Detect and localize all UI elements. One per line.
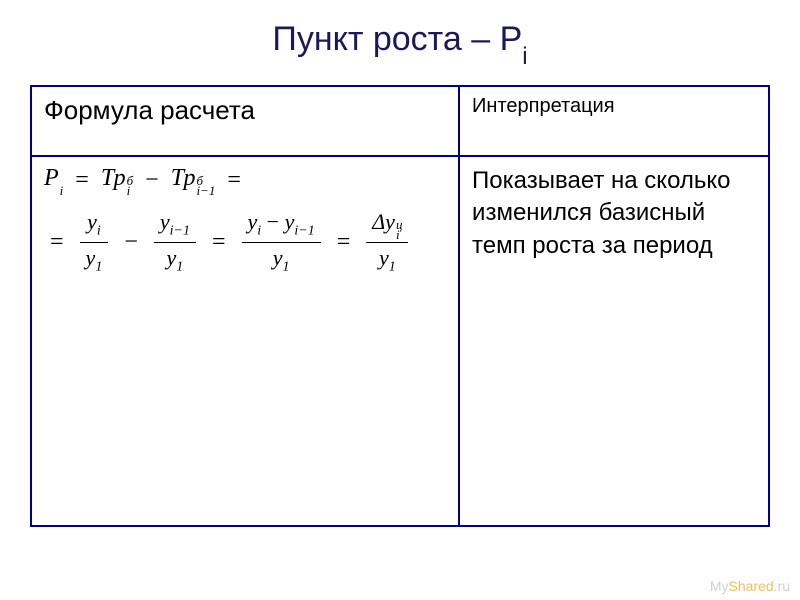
header-interpretation: Интерпретация <box>459 86 769 156</box>
eq-end: = <box>227 167 241 194</box>
header-formula: Формула расчета <box>31 86 459 156</box>
interpretation-cell: Показывает на сколько изменился базисный… <box>459 156 769 526</box>
watermark: MyShared.ru <box>710 578 790 594</box>
f1-den: y1 <box>80 243 109 277</box>
body-row: P i = Тр б i − <box>31 156 769 526</box>
header-row: Формула расчета Интерпретация <box>31 86 769 156</box>
f3-den: y1 <box>267 243 296 277</box>
watermark-shared: Shared <box>729 578 774 594</box>
frac-2: yi−1 y1 <box>154 207 196 277</box>
page-title: Пункт роста – Рi <box>30 20 770 65</box>
formula-line-1: P i = Тр б i − <box>44 165 446 197</box>
f2-num: yi−1 <box>154 207 196 241</box>
eq1: = <box>75 167 89 194</box>
f4-den: y1 <box>373 243 402 277</box>
f3-num: yi − yi−1 <box>242 207 321 241</box>
slide: Пункт роста – Рi Формула расчета Интерпр… <box>0 0 800 600</box>
main-table: Формула расчета Интерпретация P i = Тр <box>30 85 770 527</box>
formula-cell: P i = Тр б i − <box>31 156 459 526</box>
minus1: − <box>145 167 159 194</box>
frac-4: Δy ц i y1 <box>366 207 408 278</box>
Tp1-scripts: б i <box>127 176 134 197</box>
var-Tp1: Тр <box>101 165 126 192</box>
minus-l2: − <box>124 229 138 256</box>
title-main: Пункт роста – Р <box>272 20 522 58</box>
P-scripts: i <box>60 176 64 197</box>
eq3: = <box>337 229 351 256</box>
term-Tp1: Тр б i <box>101 165 133 197</box>
term-Tp2: Тр б i−1 <box>171 165 216 197</box>
var-Tp2: Тр <box>171 165 196 192</box>
Tp2-scripts: б i−1 <box>196 176 215 197</box>
title-subscript: i <box>522 43 527 70</box>
frac-1: yi y1 <box>80 207 109 277</box>
watermark-ru: .ru <box>774 578 790 594</box>
eq2: = <box>212 229 226 256</box>
f2-den: y1 <box>161 243 190 277</box>
eq-start: = <box>50 229 64 256</box>
f1-num: yi <box>81 207 107 241</box>
var-P: P <box>44 165 59 192</box>
term-P: P i <box>44 165 63 197</box>
interpretation-text: Показывает на сколько изменился базисный… <box>472 165 756 262</box>
formula-line-2: = yi y1 − yi−1 <box>44 207 446 278</box>
watermark-my: My <box>710 578 729 594</box>
f4-num: Δy ц i <box>366 207 408 243</box>
frac-3: yi − yi−1 y1 <box>242 207 321 277</box>
